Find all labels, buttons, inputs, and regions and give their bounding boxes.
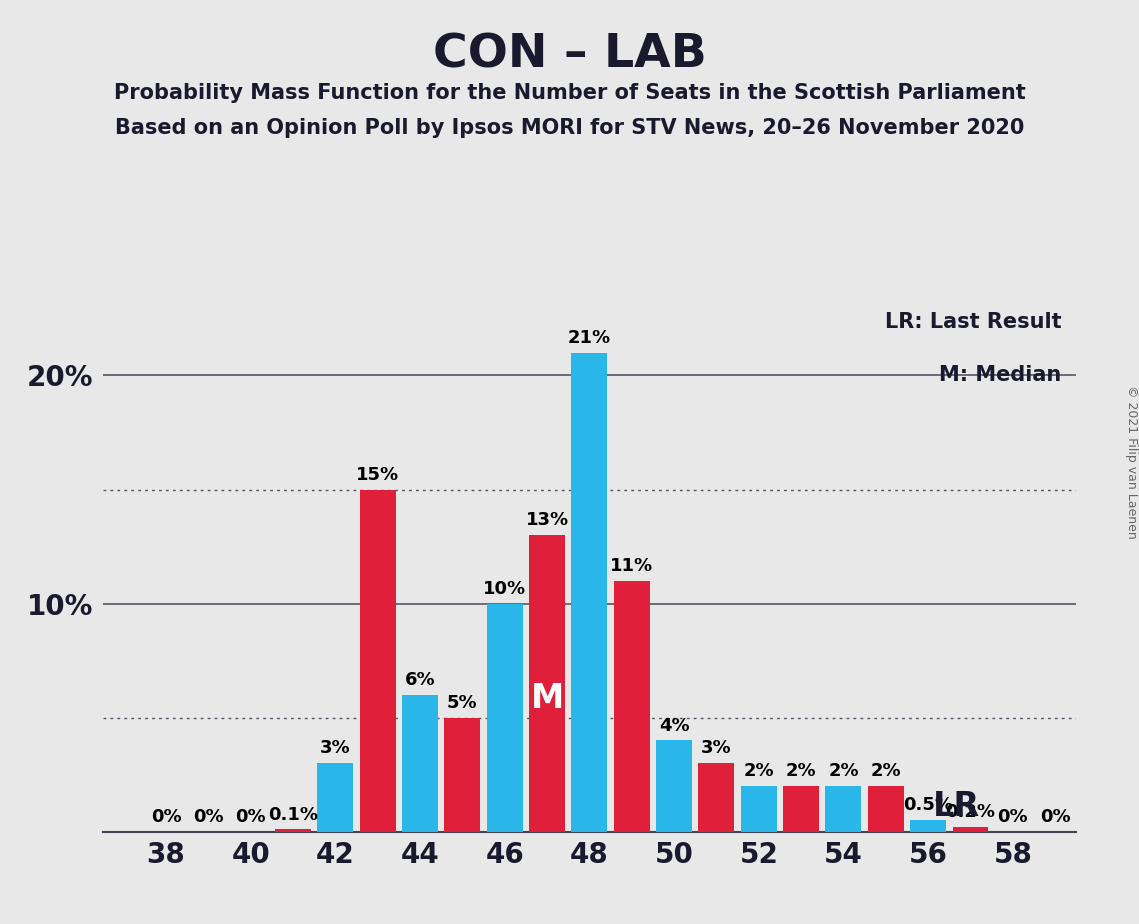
Text: 0%: 0% <box>998 808 1029 826</box>
Bar <box>486 603 523 832</box>
Text: 0%: 0% <box>236 808 267 826</box>
Bar <box>910 821 947 832</box>
Text: 2%: 2% <box>786 762 817 780</box>
Text: 0.1%: 0.1% <box>268 806 318 823</box>
Bar <box>656 740 693 832</box>
Bar <box>784 786 819 832</box>
Bar <box>868 786 904 832</box>
Text: 0.5%: 0.5% <box>903 796 953 814</box>
Text: M: Median: M: Median <box>940 365 1062 385</box>
Text: 11%: 11% <box>611 557 654 575</box>
Bar <box>826 786 861 832</box>
Text: 21%: 21% <box>568 329 611 347</box>
Text: Based on an Opinion Poll by Ipsos MORI for STV News, 20–26 November 2020: Based on an Opinion Poll by Ipsos MORI f… <box>115 118 1024 139</box>
Bar <box>360 490 395 832</box>
Text: 3%: 3% <box>320 739 351 758</box>
Text: 0%: 0% <box>1040 808 1071 826</box>
Text: 2%: 2% <box>828 762 859 780</box>
Text: LR: Last Result: LR: Last Result <box>885 311 1062 332</box>
Text: LR: LR <box>933 790 980 823</box>
Text: 0%: 0% <box>150 808 181 826</box>
Bar <box>274 830 311 832</box>
Text: 5%: 5% <box>448 694 477 711</box>
Text: 6%: 6% <box>404 671 435 689</box>
Text: 3%: 3% <box>702 739 731 758</box>
Bar <box>402 695 439 832</box>
Bar <box>698 763 735 832</box>
Text: © 2021 Filip van Laenen: © 2021 Filip van Laenen <box>1124 385 1138 539</box>
Bar <box>444 718 481 832</box>
Text: 4%: 4% <box>658 717 689 735</box>
Bar <box>318 763 353 832</box>
Text: 15%: 15% <box>357 466 400 484</box>
Text: 0%: 0% <box>192 808 223 826</box>
Text: 13%: 13% <box>525 511 568 529</box>
Bar <box>952 827 989 832</box>
Bar <box>572 353 607 832</box>
Bar <box>530 535 565 832</box>
Text: 2%: 2% <box>870 762 901 780</box>
Text: Probability Mass Function for the Number of Seats in the Scottish Parliament: Probability Mass Function for the Number… <box>114 83 1025 103</box>
Text: 2%: 2% <box>744 762 775 780</box>
Bar <box>740 786 777 832</box>
Text: CON – LAB: CON – LAB <box>433 32 706 78</box>
Bar <box>614 581 649 832</box>
Text: 0.2%: 0.2% <box>945 803 995 821</box>
Text: 10%: 10% <box>483 580 526 598</box>
Text: M: M <box>531 682 564 714</box>
